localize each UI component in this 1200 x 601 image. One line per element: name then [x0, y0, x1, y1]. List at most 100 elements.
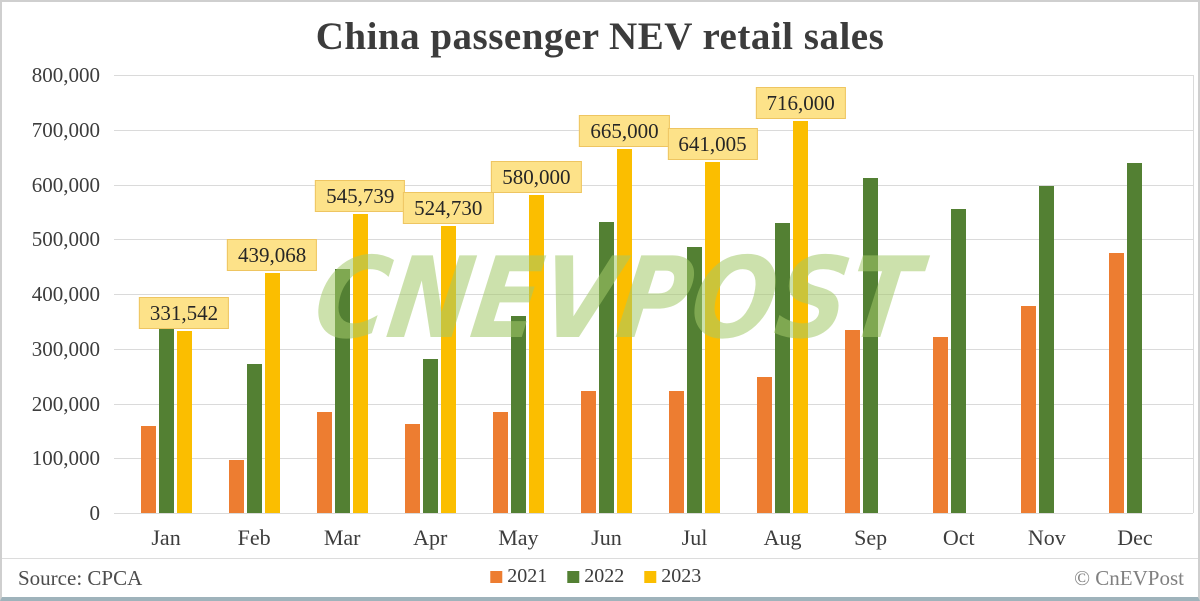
bar-2021-jul: [669, 391, 684, 513]
bar-group-apr: [386, 75, 474, 513]
data-label-2023-may: 580,000: [491, 161, 582, 193]
bar-2021-oct: [933, 337, 949, 513]
legend-item-2022: 2022: [567, 565, 624, 588]
y-axis-tick-label: 100,000: [31, 446, 100, 471]
legend-item-2021: 2021: [490, 565, 547, 588]
bar-group-nov: [1003, 75, 1091, 513]
bar-2022-jun: [598, 222, 614, 513]
bar-2021-jan: [140, 426, 156, 513]
bar-2023-mar: [352, 214, 368, 513]
gridline: [114, 458, 1193, 460]
bar-2021-jun: [580, 391, 596, 513]
bar-2022-nov: [1039, 186, 1055, 513]
legend-swatch-2022: [567, 570, 580, 583]
plot-area: [114, 75, 1194, 514]
bar-2021-mar: [316, 412, 332, 513]
bar-2023-jul: [705, 162, 720, 513]
data-label-2023-aug: 716,000: [755, 87, 846, 119]
bar-2021-nov: [1021, 306, 1037, 513]
x-axis-tick-label: Feb: [237, 525, 271, 550]
gridline: [114, 403, 1193, 405]
legend-label-2022: 2022: [584, 565, 625, 587]
y-axis-tick-label: 300,000: [31, 336, 100, 361]
bar-2022-may: [510, 316, 526, 513]
bar-2023-feb: [264, 273, 280, 513]
x-axis-tick-label: Jan: [151, 525, 181, 550]
x-axis-tick-label: Mar: [323, 525, 361, 550]
bar-2021-may: [492, 412, 508, 513]
bar-group-dec: [1091, 75, 1179, 513]
bar-group-sep: [827, 75, 915, 513]
bar-2021-sep: [845, 330, 861, 513]
x-axis: Jan Feb Mar Apr May Jun Jul Aug Sep Oct Nov Dec: [122, 525, 1179, 551]
legend-item-2023: 2023: [644, 565, 701, 588]
x-axis-tick-label: Nov: [1027, 525, 1066, 550]
data-label-2023-apr: 524,730: [403, 192, 494, 224]
y-axis-tick-label: 500,000: [31, 227, 100, 252]
legend-label-2021: 2021: [507, 565, 548, 587]
chart-title: China passenger NEV retail sales: [315, 15, 885, 58]
y-axis-tick-label: 200,000: [31, 391, 100, 416]
bar-2023-apr: [440, 226, 456, 513]
bar-2022-feb: [246, 364, 262, 513]
bar-2022-mar: [334, 269, 350, 513]
gridline: [114, 348, 1193, 350]
y-axis-tick-label: 700,000: [31, 117, 100, 142]
x-axis-tick-label: Jul: [681, 525, 708, 550]
bar-2023-jun: [616, 149, 632, 513]
gridline: [114, 75, 1193, 76]
y-axis-tick-label: 600,000: [31, 172, 100, 197]
legend-label-2023: 2023: [661, 565, 702, 587]
x-axis-tick-label: Oct: [942, 525, 975, 550]
bar-2022-jan: [158, 323, 174, 513]
legend: 2021 2022 2023: [490, 565, 701, 588]
x-axis-tick-label: Sep: [854, 525, 888, 550]
bar-2021-aug: [757, 377, 773, 513]
gridline: [114, 239, 1193, 241]
gridline: [114, 184, 1193, 186]
bar-2022-aug: [775, 223, 791, 513]
footer-divider: [2, 558, 1198, 559]
bar-groups: [122, 75, 1179, 513]
bar-group-aug: [739, 75, 827, 513]
data-label-2023-mar: 545,739: [315, 180, 406, 212]
data-label-2023-jun: 665,000: [579, 115, 670, 147]
gridline: [114, 513, 1193, 514]
bar-2022-apr: [422, 359, 438, 513]
y-axis: 800,000 700,000 600,000 500,000 400,000 300,0…: [2, 2, 101, 597]
y-axis-tick-label: 800,000: [31, 63, 100, 87]
bar-2021-apr: [404, 424, 420, 513]
data-label-2023-jan: 331,542: [138, 297, 230, 329]
x-axis-tick-label: Aug: [763, 525, 802, 550]
bar-group-jun: [562, 75, 650, 513]
bar-2021-dec: [1109, 253, 1125, 513]
bar-2022-jul: [687, 247, 702, 513]
data-label-2023-jul: 641,005: [667, 128, 758, 160]
bar-group-oct: [915, 75, 1003, 513]
data-label-2023-feb: 439,068: [227, 239, 318, 271]
bar-group-feb: [210, 75, 298, 513]
source-note: Source: CPCA: [18, 566, 143, 590]
bar-group-jul: [650, 75, 738, 513]
bar-2023-aug: [793, 121, 809, 513]
copyright-note: © CnEVPost: [1074, 566, 1184, 590]
x-axis-tick-label: Jun: [591, 525, 622, 550]
bar-2023-jan: [176, 331, 192, 513]
x-axis-tick-label: Apr: [413, 525, 448, 550]
legend-swatch-2021: [490, 570, 503, 583]
x-axis-tick-label: Dec: [1117, 525, 1153, 550]
bar-group-mar: [298, 75, 386, 513]
bar-2021-feb: [228, 460, 244, 513]
bar-group-may: [474, 75, 562, 513]
bar-group-jan: [122, 75, 210, 513]
y-axis-tick-label: 400,000: [31, 282, 100, 306]
bar-2022-sep: [863, 178, 879, 513]
bar-2022-dec: [1127, 163, 1143, 513]
gridline: [114, 294, 1193, 295]
y-axis-tick-label: 0: [89, 501, 101, 525]
bar-2023-may: [528, 195, 544, 513]
x-axis-tick-label: May: [498, 525, 539, 550]
legend-swatch-2023: [644, 570, 657, 583]
bar-2022-oct: [951, 209, 967, 513]
